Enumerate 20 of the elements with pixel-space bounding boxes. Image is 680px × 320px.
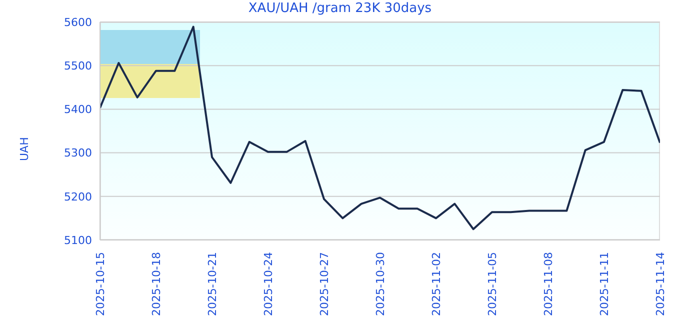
x-tick-label: 2025-11-11 <box>598 252 611 316</box>
x-tick-label: 2025-10-21 <box>206 252 219 316</box>
y-tick-label: 5200 <box>64 190 92 204</box>
y-tick-label: 5600 <box>64 16 92 29</box>
x-tick-label: 2025-10-18 <box>150 252 163 316</box>
x-tick-label: 2025-10-15 <box>94 252 107 316</box>
y-axis-title: UAH <box>18 137 31 161</box>
x-tick-label: 2025-10-30 <box>374 252 387 316</box>
chart-title: XAU/UAH /gram 23K 30days <box>247 1 433 16</box>
x-tick-label: 2025-11-05 <box>486 252 499 316</box>
x-tick-label: 2025-10-27 <box>318 252 331 316</box>
y-tick-label: 5400 <box>64 103 92 116</box>
line-series <box>100 26 660 230</box>
y-tick-label: 5500 <box>64 60 92 73</box>
x-tick-label: 2025-11-02 <box>430 252 443 316</box>
x-tick-label: 2025-10-24 <box>262 252 275 316</box>
y-tick-label: 5300 <box>64 146 92 160</box>
y-tick-label: 5100 <box>64 234 92 247</box>
x-tick-label: 2025-11-14 <box>654 252 667 316</box>
x-tick-label: 2025-11-08 <box>542 252 555 316</box>
